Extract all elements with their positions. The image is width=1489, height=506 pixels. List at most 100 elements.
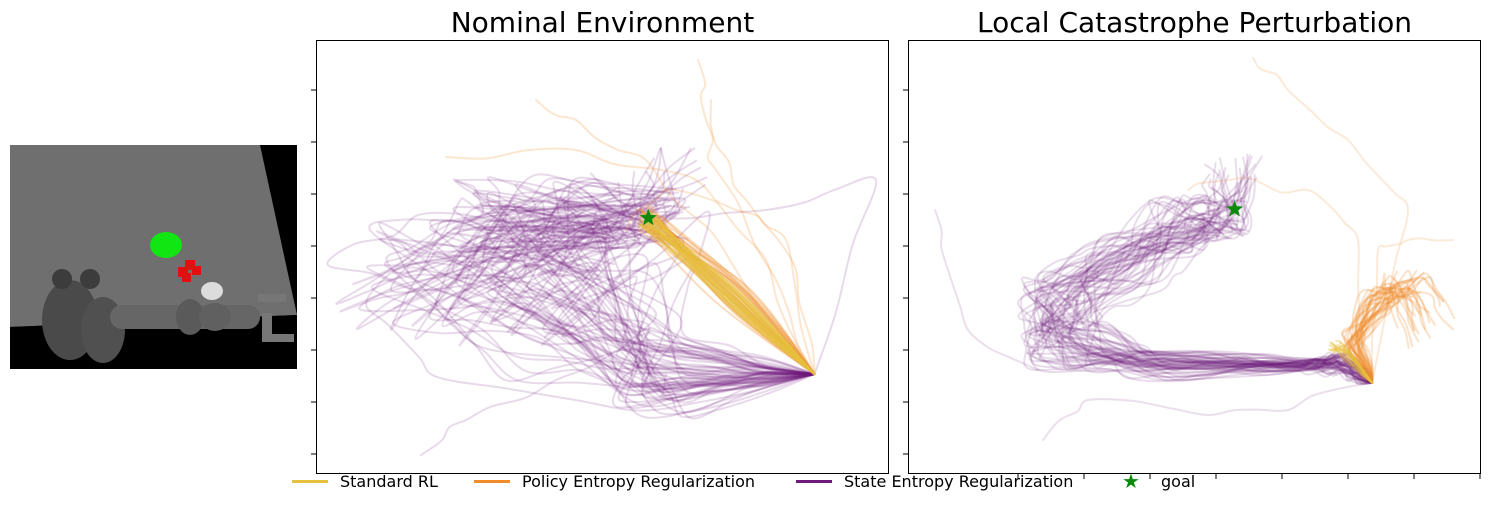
trajectory-policy-entropy bbox=[1354, 277, 1444, 384]
trajectory-policy-entropy bbox=[1350, 298, 1386, 384]
trajectory-state-entropy bbox=[520, 187, 816, 376]
trajectory-policy-entropy bbox=[661, 216, 816, 376]
trajectory-state-entropy bbox=[510, 208, 816, 391]
series-policy-entropy bbox=[1187, 57, 1456, 384]
trajectory-policy-entropy bbox=[1350, 269, 1418, 384]
trajectory-state-entropy bbox=[1084, 155, 1374, 384]
trajectory-state-entropy bbox=[1083, 199, 1374, 384]
trajectory-policy-entropy bbox=[644, 224, 816, 376]
trajectory-policy-entropy bbox=[1343, 290, 1414, 384]
trajectory-standard-rl bbox=[638, 223, 816, 376]
trajectory-standard-rl bbox=[1338, 341, 1374, 384]
chart-nominal-environment bbox=[311, 40, 889, 474]
trajectory-state-entropy bbox=[551, 171, 816, 377]
trajectory-policy-entropy bbox=[1349, 283, 1387, 384]
legend-label: goal bbox=[1161, 471, 1196, 491]
trajectory-state-entropy bbox=[448, 171, 816, 397]
trajectory-state-entropy bbox=[368, 176, 816, 376]
trajectory-state-entropy bbox=[1042, 231, 1374, 384]
trajectory-policy-entropy bbox=[642, 223, 816, 376]
trajectory-state-entropy bbox=[429, 183, 816, 386]
trajectory-policy-entropy bbox=[637, 222, 816, 376]
series-state-entropy bbox=[326, 147, 878, 456]
legend-swatch-policy-entropy bbox=[474, 479, 510, 483]
trajectory-state-entropy bbox=[1051, 203, 1374, 384]
trajectory-standard-rl bbox=[1331, 349, 1374, 384]
trajectory-state-entropy bbox=[647, 176, 878, 376]
trajectory-policy-entropy bbox=[1342, 288, 1455, 384]
trajectory-policy-entropy bbox=[1347, 282, 1395, 384]
trajectory-state-entropy bbox=[1056, 178, 1374, 384]
trajectory-policy-entropy bbox=[1357, 280, 1416, 384]
trajectory-state-entropy bbox=[431, 200, 816, 402]
chart-local-catastrophe-perturbation bbox=[903, 40, 1481, 479]
trajectory-state-entropy bbox=[484, 198, 816, 376]
trajectory-standard-rl bbox=[1332, 343, 1374, 384]
trajectory-policy-entropy bbox=[638, 208, 816, 376]
trajectory-state-entropy bbox=[522, 176, 816, 390]
trajectory-state-entropy bbox=[1020, 236, 1374, 384]
trajectory-standard-rl bbox=[646, 221, 816, 376]
trajectory-state-entropy bbox=[497, 147, 816, 376]
trajectory-state-entropy bbox=[531, 220, 816, 404]
trajectory-state-entropy bbox=[1032, 158, 1374, 384]
trajectory-policy-entropy bbox=[1355, 285, 1431, 384]
trajectory-state-entropy bbox=[1086, 201, 1374, 384]
trajectory-state-entropy bbox=[1047, 217, 1374, 384]
trajectory-policy-entropy bbox=[1347, 291, 1422, 384]
trajectory-state-entropy bbox=[454, 200, 816, 376]
trajectory-state-entropy bbox=[510, 192, 816, 394]
trajectory-state-entropy bbox=[370, 238, 816, 376]
trajectory-standard-rl bbox=[1329, 347, 1374, 384]
trajectory-policy-entropy bbox=[637, 220, 816, 376]
trajectory-policy-entropy bbox=[1355, 292, 1420, 384]
trajectory-state-entropy bbox=[1058, 153, 1374, 384]
trajectory-state-entropy bbox=[406, 147, 816, 383]
trajectory-policy-entropy bbox=[1347, 274, 1416, 384]
trajectory-standard-rl bbox=[647, 223, 816, 376]
trajectory-state-entropy bbox=[1021, 186, 1374, 386]
trajectory-state-entropy bbox=[1041, 155, 1374, 384]
legend-label: Policy Entropy Regularization bbox=[522, 471, 756, 491]
goal-star bbox=[639, 208, 657, 226]
trajectory-policy-entropy bbox=[1347, 277, 1419, 384]
trajectory-state-entropy bbox=[1059, 161, 1374, 384]
trajectory-state-entropy bbox=[1036, 167, 1374, 384]
trajectory-state-entropy bbox=[356, 189, 816, 404]
trajectory-policy-entropy bbox=[1348, 282, 1416, 384]
legend-item-standard-rl: Standard RL bbox=[292, 468, 438, 494]
trajectory-state-entropy bbox=[473, 189, 816, 419]
trajectory-state-entropy bbox=[934, 209, 1039, 371]
trajectory-state-entropy bbox=[1036, 216, 1374, 384]
trajectory-policy-entropy bbox=[654, 214, 816, 376]
trajectory-state-entropy bbox=[1032, 156, 1374, 384]
trajectory-state-entropy bbox=[1023, 225, 1374, 385]
trajectory-state-entropy bbox=[1069, 223, 1374, 384]
trajectory-policy-entropy bbox=[1350, 278, 1412, 384]
trajectory-standard-rl bbox=[653, 219, 816, 376]
trajectory-standard-rl bbox=[647, 221, 816, 376]
trajectory-standard-rl bbox=[639, 214, 816, 376]
legend-item-goal: ★ goal bbox=[1113, 468, 1195, 494]
trajectory-state-entropy bbox=[1068, 217, 1374, 384]
trajectory-state-entropy bbox=[1040, 169, 1374, 384]
trajectory-state-entropy bbox=[1034, 220, 1374, 384]
trajectory-state-entropy bbox=[506, 193, 816, 376]
legend-item-policy-entropy: Policy Entropy Regularization bbox=[474, 468, 755, 494]
trajectory-state-entropy bbox=[1042, 174, 1374, 384]
trajectory-policy-entropy bbox=[646, 214, 816, 376]
trajectory-policy-entropy bbox=[1341, 295, 1401, 384]
trajectory-state-entropy bbox=[441, 186, 816, 414]
trajectory-standard-rl bbox=[641, 214, 816, 376]
trajectory-state-entropy bbox=[378, 172, 816, 399]
red-object bbox=[178, 260, 201, 282]
trajectory-policy-entropy bbox=[1358, 286, 1411, 384]
chart-title-nominal: Nominal Environment bbox=[450, 6, 755, 39]
trajectory-state-entropy bbox=[478, 211, 816, 394]
trajectory-state-entropy bbox=[452, 197, 816, 416]
trajectory-state-entropy bbox=[480, 229, 816, 397]
trajectory-state-entropy bbox=[557, 184, 816, 410]
trajectory-policy-entropy bbox=[1346, 281, 1422, 384]
trajectory-standard-rl bbox=[1336, 345, 1374, 384]
trajectory-state-entropy bbox=[1033, 212, 1374, 385]
